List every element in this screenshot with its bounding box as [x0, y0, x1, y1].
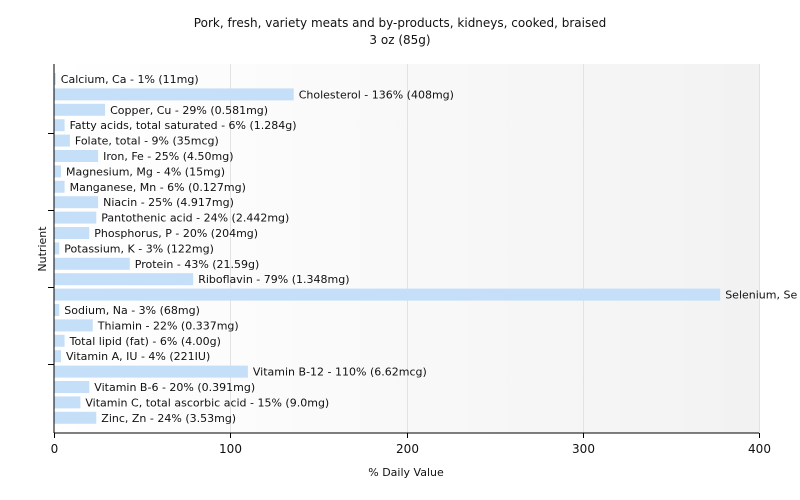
bar-label: Calcium, Ca - 1% (11mg) [61, 73, 199, 86]
bar [54, 365, 248, 378]
bar-label: Magnesium, Mg - 4% (15mg) [66, 165, 225, 178]
bar-label: Folate, total - 9% (35mcg) [75, 135, 219, 148]
bar [54, 103, 106, 116]
bar-label: Protein - 43% (21.59g) [135, 258, 260, 271]
bar [54, 180, 65, 193]
bar [54, 242, 60, 255]
chart-subtitle: 3 oz (85g) [369, 33, 430, 47]
bar-label: Pantothenic acid - 24% (2.442mg) [101, 212, 289, 225]
bar [54, 273, 194, 286]
bar [54, 288, 721, 301]
x-tick-label: 200 [396, 442, 419, 456]
bar [54, 257, 130, 270]
bar [54, 134, 70, 147]
x-tick-label: 400 [748, 442, 771, 456]
bar-label: Niacin - 25% (4.917mg) [103, 196, 234, 209]
bar [54, 150, 99, 162]
bar-label: Copper, Cu - 29% (0.581mg) [110, 104, 268, 117]
bar-label: Phosphorus, P - 20% (204mg) [94, 227, 258, 240]
x-tick-label: 100 [219, 442, 242, 456]
y-axis-label: Nutrient [36, 226, 49, 272]
bar [54, 411, 97, 424]
bar [54, 319, 93, 332]
bar [54, 350, 61, 363]
bar-label: Vitamin C, total ascorbic acid - 15% (9.… [85, 396, 329, 409]
bar-label: Zinc, Zn - 24% (3.53mg) [101, 412, 236, 425]
bar-label: Vitamin B-12 - 110% (6.62mcg) [253, 366, 427, 379]
bar [54, 396, 81, 409]
bar-label: Thiamin - 22% (0.337mg) [97, 319, 239, 332]
bar [54, 73, 56, 85]
x-axis-label: % Daily Value [368, 466, 444, 479]
x-axis-ticks: 0 100 200 300 400 [51, 433, 771, 456]
bar [54, 211, 97, 224]
bar-labels-group: Calcium, Ca - 1% (11mg) Cholesterol - 136… [61, 73, 800, 425]
bar-label: Potassium, K - 3% (122mg) [64, 242, 214, 255]
bar [54, 165, 61, 178]
x-tick-label: 300 [572, 442, 595, 456]
bar-label: Vitamin B-6 - 20% (0.391mg) [94, 381, 255, 394]
bar-label: Riboflavin - 79% (1.348mg) [198, 273, 349, 286]
bar [54, 196, 99, 209]
chart-title: Pork, fresh, variety meats and by-produc… [194, 16, 606, 30]
bar-label: Total lipid (fat) - 6% (4.00g) [69, 335, 221, 348]
bar-label: Fatty acids, total saturated - 6% (1.284… [70, 119, 297, 132]
bar-label: Selenium, Se - 378% (264.8mcg) [725, 289, 800, 302]
bar [54, 334, 65, 347]
bar [54, 227, 90, 239]
bar [54, 119, 65, 132]
bar [54, 304, 60, 316]
bar [54, 381, 90, 393]
bar-label: Manganese, Mn - 6% (0.127mg) [70, 181, 246, 194]
x-tick-label: 0 [51, 442, 59, 456]
bar-label: Cholesterol - 136% (408mg) [299, 88, 454, 101]
bar-label: Iron, Fe - 25% (4.50mg) [103, 150, 233, 163]
bars-group [54, 73, 721, 424]
bar-label: Vitamin A, IU - 4% (221IU) [66, 350, 210, 363]
y-axis-ticks [48, 133, 54, 365]
bar [54, 88, 294, 101]
bar-label: Sodium, Na - 3% (68mg) [64, 304, 200, 317]
